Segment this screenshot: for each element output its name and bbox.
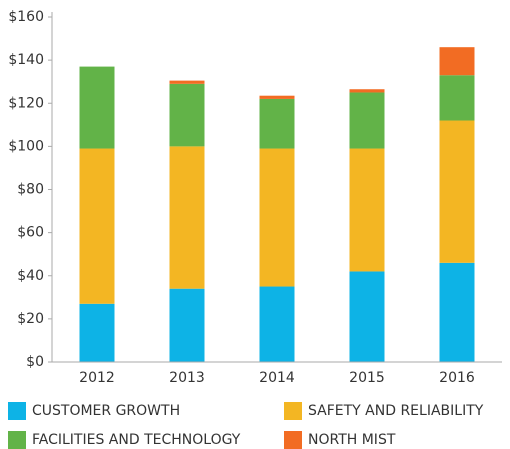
- legend-label: SAFETY AND RELIABILITY: [308, 403, 484, 419]
- y-tick-label: $20: [17, 311, 44, 327]
- bar-segment: [349, 89, 385, 93]
- bar-segment: [79, 66, 115, 149]
- x-tick-label: 2013: [169, 370, 205, 386]
- bar-segment: [169, 146, 205, 289]
- bar-segment: [349, 92, 385, 149]
- bar-segment: [439, 262, 475, 362]
- bar-segment: [349, 271, 385, 362]
- y-tick-label: $0: [26, 354, 44, 370]
- bar-segment: [349, 148, 385, 272]
- bar-segment: [169, 83, 205, 147]
- x-tick-label: 2015: [349, 370, 385, 386]
- bar-segment: [439, 47, 475, 76]
- legend-label: NORTH MIST: [308, 432, 396, 448]
- y-tick-label: $60: [17, 225, 44, 241]
- x-tick-label: 2016: [439, 370, 475, 386]
- bar-segment: [259, 95, 295, 99]
- legend-swatch: [284, 402, 302, 420]
- legend-label: CUSTOMER GROWTH: [32, 403, 180, 419]
- y-tick-label: $120: [8, 95, 44, 111]
- bar-segment: [259, 286, 295, 362]
- legend-label: FACILITIES AND TECHNOLOGY: [32, 432, 241, 448]
- bar-segment: [169, 80, 205, 84]
- bar-segment: [439, 120, 475, 263]
- bar-segment: [439, 75, 475, 121]
- bar-segment: [79, 148, 115, 304]
- y-tick-label: $140: [8, 52, 44, 68]
- bar-segment: [259, 98, 295, 149]
- y-tick-label: $100: [8, 138, 44, 154]
- bar-segment: [259, 148, 295, 287]
- legend-swatch: [284, 431, 302, 449]
- bar-segment: [169, 288, 205, 362]
- y-tick-label: $80: [17, 182, 44, 198]
- x-tick-label: 2014: [259, 370, 295, 386]
- y-tick-label: $160: [8, 9, 44, 25]
- legend-swatch: [8, 402, 26, 420]
- x-tick-label: 2012: [79, 370, 115, 386]
- legend-swatch: [8, 431, 26, 449]
- bar-segment: [79, 303, 115, 362]
- y-tick-label: $40: [17, 268, 44, 284]
